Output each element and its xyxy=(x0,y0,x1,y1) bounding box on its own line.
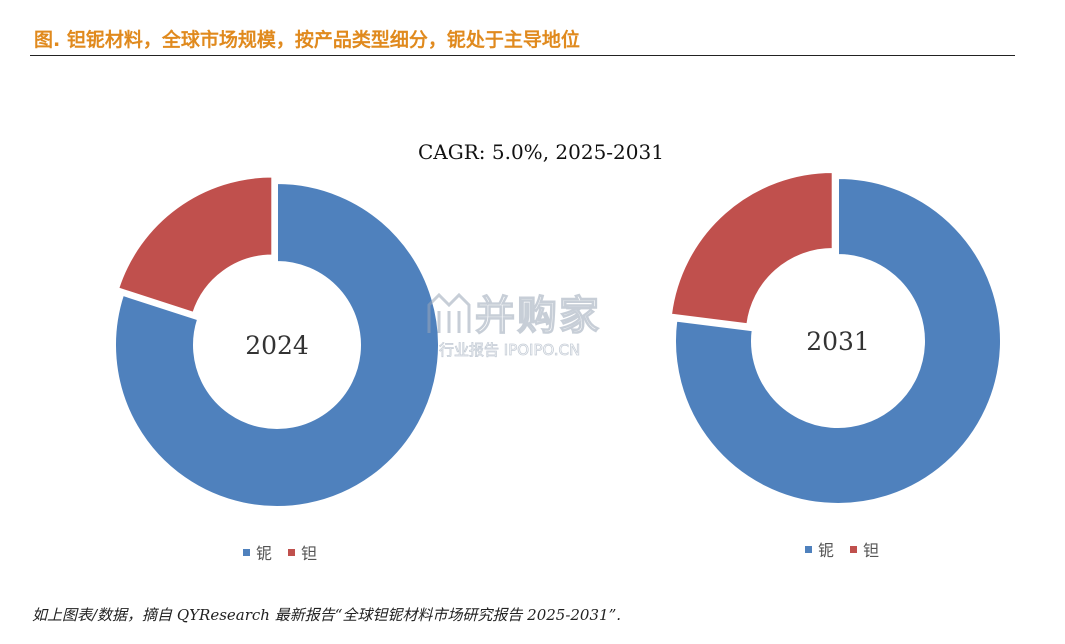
center-label-2024: 2024 xyxy=(245,331,309,360)
legend-swatch xyxy=(243,548,250,556)
title-bar: 图. 钽铌材料，全球市场规模，按产品类型细分，铌处于主导地位 xyxy=(30,22,1015,56)
legend-item-0: 铌 xyxy=(243,540,272,564)
legend-swatch xyxy=(288,548,296,556)
legend-label: 铌 xyxy=(818,541,835,560)
legend-item-0: 铌 xyxy=(805,537,834,561)
watermark-subtext: 行业报告 IPOIPO.CN xyxy=(439,341,581,360)
page-title: 图. 钽铌材料，全球市场规模，按产品类型细分，铌处于主导地位 xyxy=(34,29,580,51)
watermark-text: 并购家 xyxy=(474,292,601,339)
legend-item-1: 钽 xyxy=(288,540,317,564)
center-label-2031: 2031 xyxy=(806,327,870,356)
source-footnote: 如上图表/数据，摘自 QYResearch 最新报告“全球钽铌材料市场研究报告 … xyxy=(32,606,622,624)
legend-swatch xyxy=(805,545,812,553)
donut-chart-2031: 2031 xyxy=(669,170,1002,505)
legend-label: 铌 xyxy=(256,544,273,563)
cagr-label: CAGR: 5.0%, 2025-2031 xyxy=(418,140,664,164)
legend-item-1: 钽 xyxy=(850,537,879,561)
slice-2031-0 xyxy=(674,176,1002,505)
legend-swatch xyxy=(850,545,858,553)
legend-2031: 铌钽 xyxy=(805,537,889,561)
legend-label: 钽 xyxy=(301,544,318,563)
slice-2031-1 xyxy=(669,170,834,326)
slice-2024-1 xyxy=(116,175,274,315)
legend-2024: 铌钽 xyxy=(243,540,327,564)
watermark: 并购家 行业报告 IPOIPO.CN xyxy=(425,283,645,363)
legend-label: 钽 xyxy=(863,541,880,560)
donut-chart-2024: 2024 xyxy=(114,175,440,508)
